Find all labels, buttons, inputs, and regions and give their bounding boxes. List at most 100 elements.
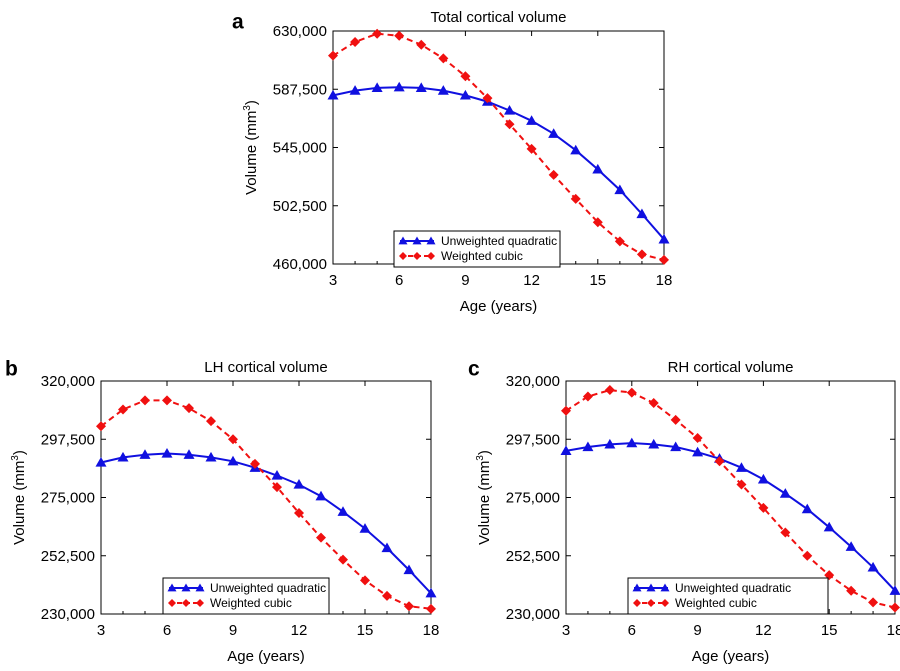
- chart-1-y-tick-label: 630,000: [273, 23, 327, 40]
- chart-3-y-tick-label: 252,500: [506, 548, 560, 565]
- chart-2-unweighted-quadratic-line: [100, 452, 432, 594]
- chart-1-weighted-cubic-point: [328, 50, 338, 61]
- chart-3-unweighted-quadratic-point: [845, 541, 857, 551]
- chart-3-x-tick-label: 3: [562, 622, 570, 639]
- chart-2-panel-letter: b: [5, 357, 18, 380]
- chart-2-y-tick-label: 230,000: [41, 606, 95, 623]
- chart-3-legend-marker: [632, 583, 642, 592]
- chart-1-legend-marker: [426, 236, 436, 245]
- chart-3-weighted-cubic-point: [582, 391, 593, 402]
- chart-2-x-tick-label: 3: [97, 622, 105, 639]
- chart-2-legend-label: Unweighted quadratic: [210, 581, 326, 595]
- chart-3-unweighted-quadratic-point: [823, 521, 835, 532]
- chart-3-unweighted-quadratic-point: [757, 473, 769, 484]
- chart-3-unweighted-quadratic-line: [565, 442, 896, 592]
- chart-1-weighted-cubic-point: [482, 93, 493, 104]
- chart-2-weighted-cubic-point: [360, 575, 370, 586]
- chart-1-y-axis-label: Volume (mm3): [242, 100, 260, 195]
- chart-2-y-axis-label-main: Volume (mm: [11, 461, 28, 545]
- chart-2-x-tick-label: 12: [291, 622, 308, 639]
- chart-3-weighted-cubic-point: [648, 398, 659, 409]
- chart-1-weighted-cubic-point: [636, 249, 647, 260]
- chart-2-unweighted-quadratic-point: [161, 447, 173, 458]
- chart-1-legend-label: Weighted cubic: [441, 249, 523, 263]
- chart-1-legend-marker: [399, 252, 407, 260]
- chart-1-unweighted-quadratic-point: [393, 81, 405, 92]
- chart-1-unweighted-quadratic-point: [658, 233, 670, 244]
- chart-3-y-tick-label: 320,000: [506, 373, 560, 390]
- chart-2-y-tick-label: 320,000: [41, 373, 95, 390]
- chart-2-legend-marker: [181, 583, 191, 592]
- chart-1-x-tick-label: 18: [656, 272, 673, 289]
- chart-2-weighted-cubic-point: [184, 403, 194, 414]
- chart-2-weighted-cubic-point: [206, 416, 216, 427]
- chart-2-weighted-cubic-point: [96, 421, 106, 432]
- chart-3-weighted-cubic-point: [890, 602, 900, 613]
- chart-3-y-tick-label: 230,000: [506, 606, 560, 623]
- chart-3-weighted-cubic-point: [561, 405, 571, 416]
- chart-1-unweighted-quadratic-point: [327, 89, 339, 100]
- chart-3-unweighted-quadratic-point: [889, 585, 900, 595]
- chart-2-y-axis-label-sup: 3: [10, 455, 21, 461]
- chart-2-unweighted-quadratic-point: [359, 523, 371, 533]
- chart-3-unweighted-quadratic-point: [582, 441, 594, 452]
- chart-2-legend-box: [162, 577, 330, 615]
- chart-1-weighted-cubic-point: [504, 119, 515, 130]
- chart-1-y-tick-label: 587,500: [273, 81, 327, 98]
- chart-2-y-axis-label: Volume (mm3): [10, 450, 28, 545]
- chart-1-panel-letter: a: [232, 10, 244, 33]
- chart-1-unweighted-quadratic-point: [636, 208, 648, 219]
- chart-2-weighted-cubic-point: [426, 603, 436, 614]
- chart-2-unweighted-quadratic-point: [227, 455, 239, 466]
- chart-2-weighted-cubic-point: [382, 590, 392, 601]
- chart-3-legend-label: Weighted cubic: [675, 596, 757, 610]
- chart-1-x-tick-label: 12: [523, 272, 540, 289]
- chart-2-x-tick-label: 15: [357, 622, 374, 639]
- chart-3-y-axis-label-close: ): [476, 450, 493, 455]
- chart-2-title: LH cortical volume: [204, 359, 327, 376]
- chart-3-x-tick-label: 15: [821, 622, 838, 639]
- chart-2-unweighted-quadratic-point: [139, 449, 151, 459]
- chart-1-weighted-cubic-point: [372, 28, 383, 39]
- chart-2-weighted-cubic-point: [338, 554, 348, 565]
- chart-3-unweighted-quadratic-point: [735, 462, 747, 472]
- chart-3-unweighted-quadratic-point: [560, 445, 572, 456]
- chart-2-unweighted-quadratic-point: [117, 451, 129, 462]
- chart-2-unweighted-quadratic-point: [425, 587, 437, 598]
- chart-1-weighted-cubic-point: [460, 71, 471, 82]
- chart-1-unweighted-quadratic-point: [459, 89, 471, 100]
- chart-2-y-tick-label: 297,500: [41, 431, 95, 448]
- chart-3-unweighted-quadratic-point: [604, 438, 616, 449]
- chart-1-y-axis-label-sup: 3: [242, 105, 253, 111]
- chart-3-x-axis-label: Age (years): [692, 648, 770, 665]
- chart-1-weighted-cubic-point: [659, 254, 669, 265]
- chart-2-panel: b LH cortical volume 3 6 9 12 15 18 230,000 252,5…: [5, 357, 439, 665]
- chart-1-legend-marker: [398, 236, 408, 245]
- chart-2-unweighted-quadratic-point: [403, 564, 415, 575]
- chart-2-weighted-cubic-point: [118, 404, 128, 415]
- chart-3-weighted-cubic-line: [565, 389, 896, 609]
- chart-2-legend-marker: [196, 599, 204, 607]
- chart-3-legend-box: [627, 577, 829, 615]
- chart-1-unweighted-quadratic-point: [371, 82, 383, 93]
- chart-3-legend-marker: [661, 599, 669, 607]
- chart-2-weighted-cubic-point: [228, 434, 238, 445]
- chart-1-unweighted-quadratic-point: [415, 82, 427, 93]
- chart-1-weighted-cubic-point: [416, 39, 427, 50]
- chart-2-legend-marker: [167, 583, 177, 592]
- chart-1-weighted-cubic-point: [350, 36, 361, 47]
- chart-3-y-tick-label: 297,500: [506, 431, 560, 448]
- chart-2-weighted-cubic-point: [404, 601, 414, 612]
- chart-2-weighted-cubic-point: [140, 395, 150, 406]
- chart-2-x-tick-label: 6: [163, 622, 171, 639]
- chart-3-weighted-cubic-point: [626, 387, 637, 398]
- chart-3-unweighted-quadratic-point: [779, 488, 791, 498]
- chart-3-y-axis-label-main: Volume (mm: [476, 461, 493, 545]
- chart-2-x-axis-label: Age (years): [227, 648, 305, 665]
- chart-1-y-tick-label: 460,000: [273, 256, 327, 273]
- chart-3-weighted-cubic-point: [692, 432, 703, 443]
- chart-2-x-tick-label: 9: [229, 622, 237, 639]
